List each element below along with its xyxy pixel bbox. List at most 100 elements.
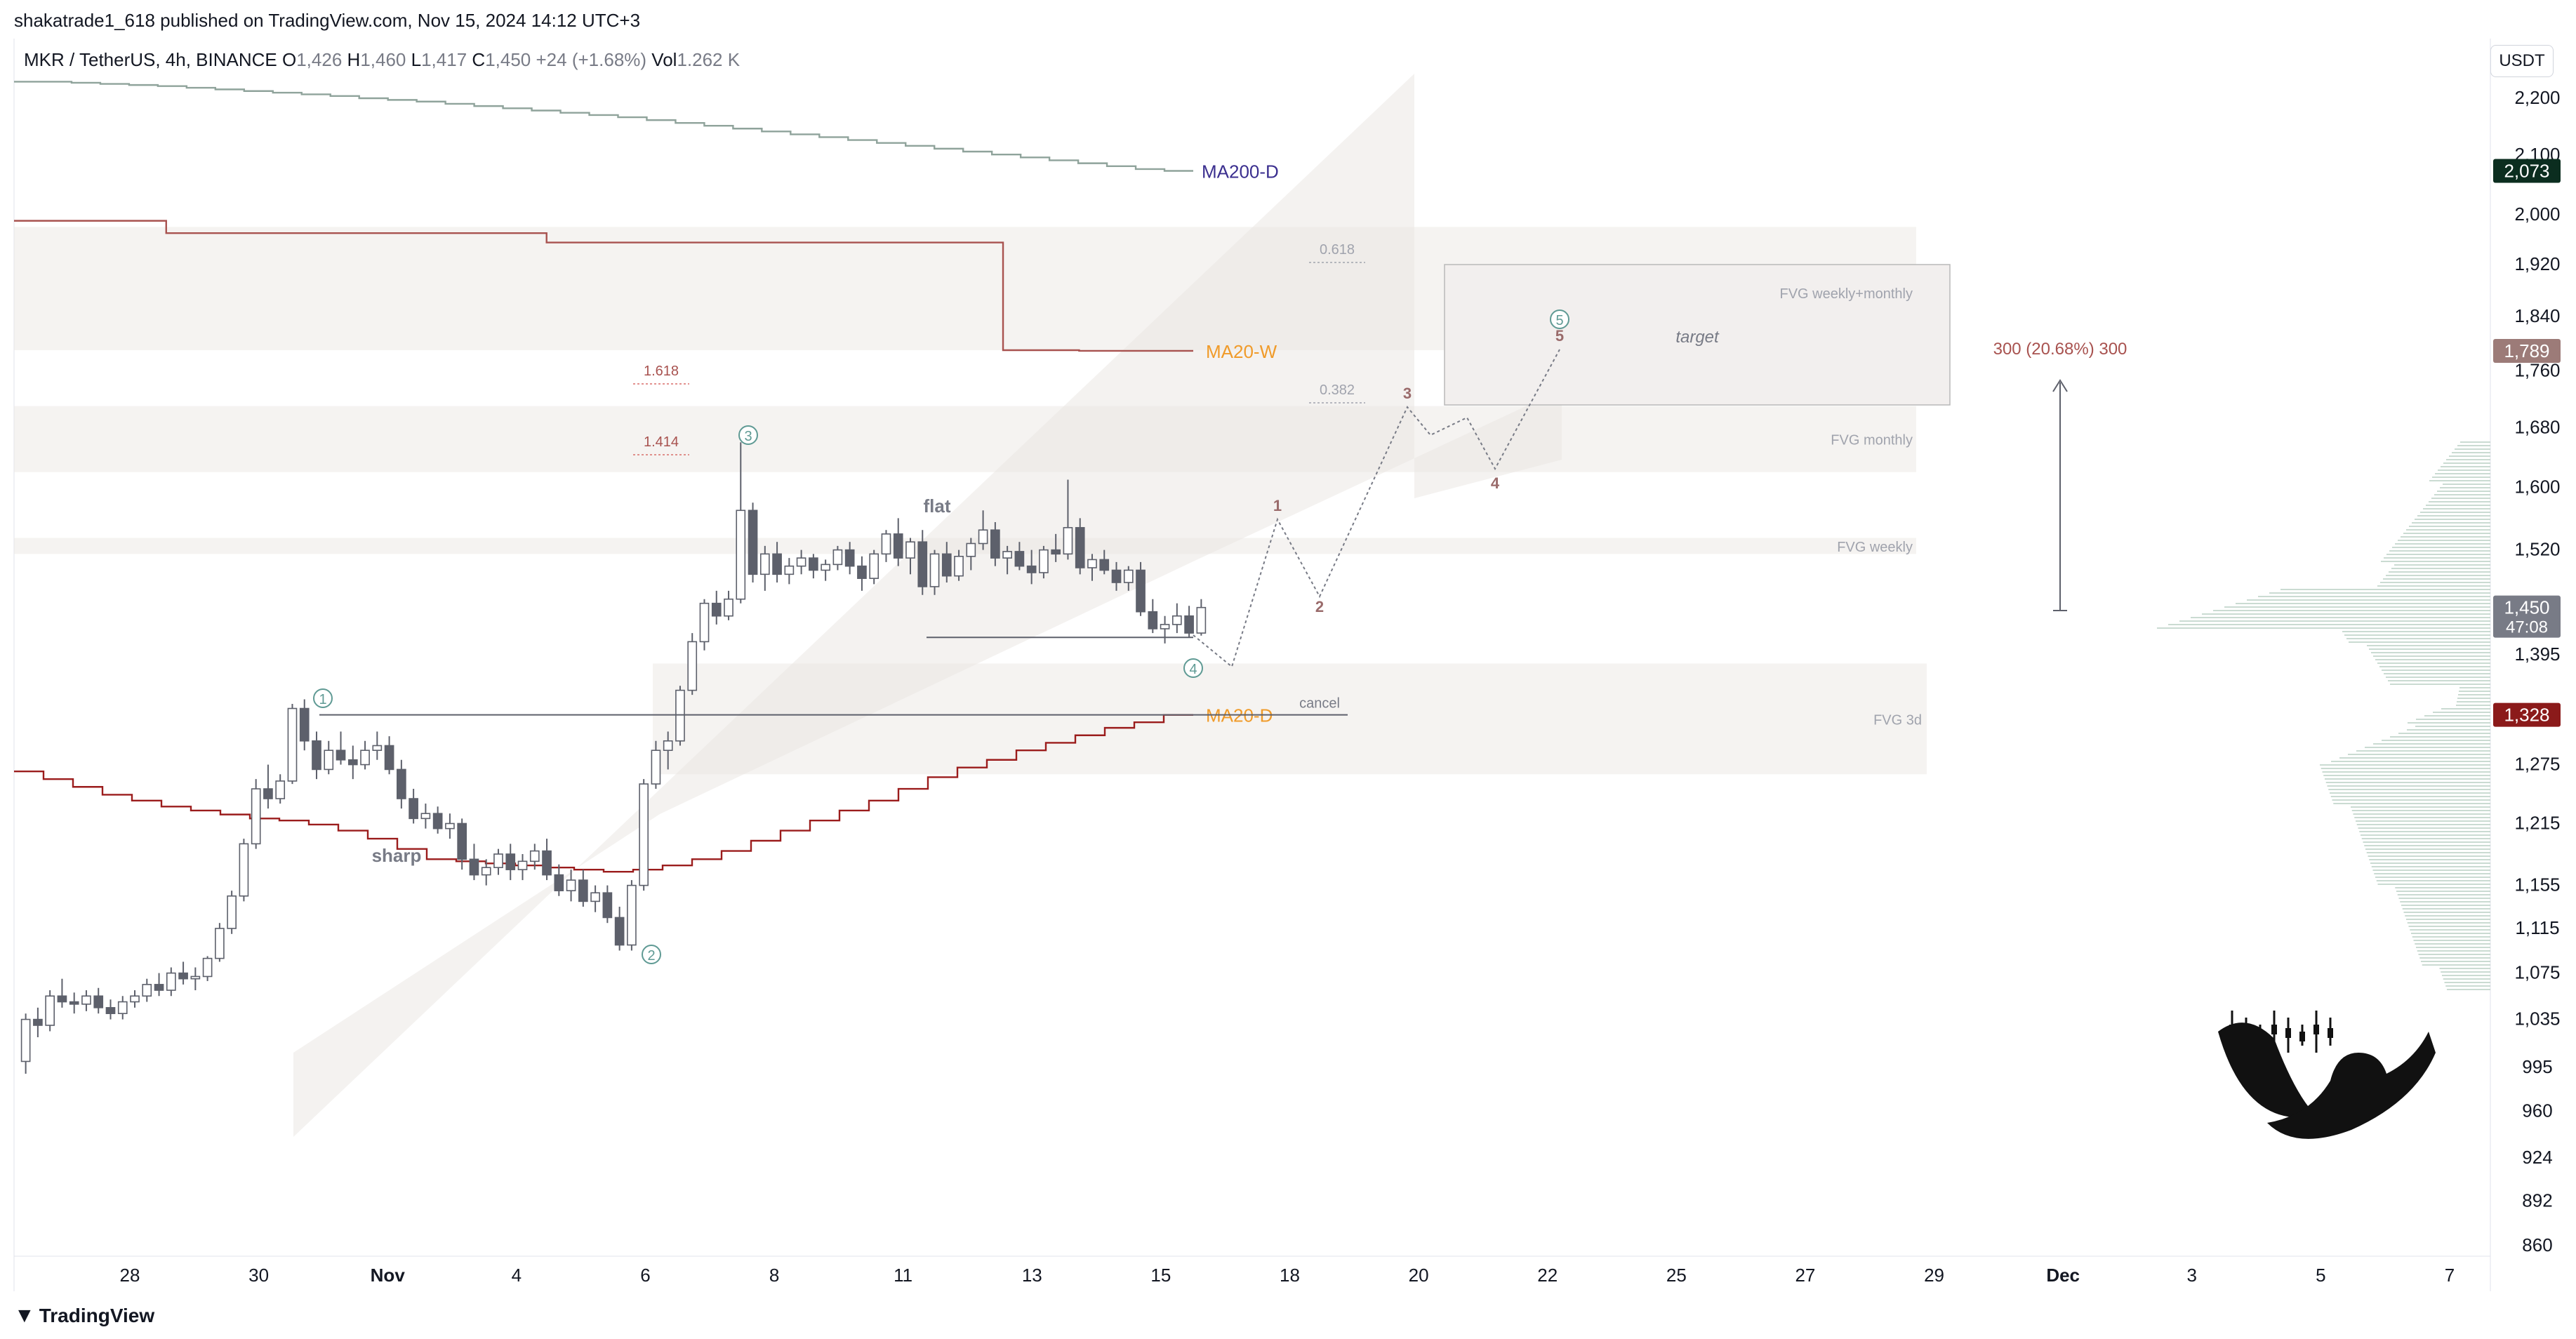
projection-wave-label: 2 — [1315, 598, 1324, 615]
price-channel — [293, 74, 1562, 1137]
x-tick-label: 22 — [1537, 1265, 1558, 1286]
fvg-zone-label: FVG weekly — [1837, 540, 1913, 555]
tradingview-logo[interactable]: ▼ TradingView — [14, 1304, 154, 1328]
logo-candle-part — [2229, 1025, 2235, 1034]
logo-candle-part — [2313, 1025, 2319, 1034]
candle-body — [1051, 549, 1061, 555]
candle-body — [554, 874, 564, 891]
x-tick-label: 29 — [1924, 1265, 1944, 1286]
candle-body — [263, 788, 273, 799]
x-tick-label: 30 — [248, 1265, 269, 1286]
wave-circle-5 — [1550, 309, 1569, 329]
fib-label: 0.382 — [1320, 382, 1355, 398]
price-chart[interactable]: FVG weekly+monthly FVG monthly FVG weekly F… — [0, 0, 2576, 1291]
candle-body — [20, 1018, 31, 1062]
background-layer: FVG weekly+monthly FVG monthly FVG weekly F… — [13, 39, 2491, 1291]
candle-body — [117, 1001, 128, 1014]
candle-body — [457, 822, 467, 860]
candle-body — [844, 549, 855, 567]
candle-body — [105, 1007, 116, 1014]
candle-body — [287, 707, 298, 782]
candle-body — [590, 892, 600, 902]
y-tick-label: 1,215 — [2514, 812, 2560, 833]
projection-path — [1193, 349, 1560, 668]
y-tick-label: 1,275 — [2514, 754, 2560, 775]
y-tick-label: 1,155 — [2514, 874, 2560, 895]
ma20w-line — [14, 220, 1193, 352]
logo-candle-part — [2257, 1032, 2263, 1041]
candles — [20, 442, 1207, 1074]
target-box — [1444, 264, 1951, 406]
y-tick-label: 960 — [2522, 1100, 2552, 1121]
candle-body — [45, 995, 55, 1026]
y-tick-label: 860 — [2522, 1234, 2552, 1255]
candle-body — [372, 745, 383, 752]
high-value: 1,460 — [360, 49, 406, 70]
wave-circle-3 — [738, 425, 758, 445]
wave-circle-2 — [642, 945, 661, 964]
x-tick-label: 7 — [2445, 1265, 2455, 1286]
flat-label: flat — [924, 495, 951, 517]
cancel-label: cancel — [1299, 696, 1340, 712]
close-label: C — [472, 49, 486, 70]
candle-body — [1002, 551, 1012, 559]
candle-body — [929, 553, 940, 587]
x-tick-label: 13 — [1022, 1265, 1042, 1286]
price-tag-label: 1,450 — [2504, 597, 2549, 618]
candle-body — [239, 843, 249, 897]
sharp-label: sharp — [372, 845, 422, 866]
axes: 2,2002,1002,0001,9201,8401,7601,6801,600… — [120, 87, 2561, 1286]
candle-body — [1196, 606, 1207, 634]
candle-body — [1039, 549, 1049, 573]
logo-hand-part — [2218, 1022, 2316, 1118]
candle-body — [93, 995, 104, 1008]
x-tick-label: Dec — [2046, 1265, 2080, 1286]
candle-body — [1087, 559, 1097, 568]
candle-body — [517, 860, 528, 870]
wave-circle-label: 3 — [744, 429, 752, 444]
candle-body — [966, 542, 976, 557]
candle-body — [432, 813, 443, 830]
candle-body — [724, 598, 733, 617]
projection-wave-label: 4 — [1491, 474, 1500, 492]
price-tag-sub: 47:08 — [2506, 618, 2548, 637]
logo-candle-part — [2328, 1028, 2333, 1038]
candle-body — [251, 788, 261, 845]
candle-body — [312, 740, 321, 771]
candle-body — [190, 975, 201, 980]
wave-circle-1 — [313, 688, 333, 708]
candle-body — [1014, 551, 1025, 567]
candle-body — [954, 556, 964, 577]
candle-body — [299, 707, 310, 742]
wave-circle-4 — [1183, 658, 1203, 678]
candle-body — [81, 995, 91, 1005]
close-value: 1,450 — [485, 49, 531, 70]
candle-body — [990, 529, 1000, 559]
candle-body — [69, 1001, 79, 1005]
x-tick-label: 18 — [1280, 1265, 1300, 1286]
candle-body — [857, 565, 867, 579]
y-tick-label: 1,840 — [2514, 305, 2560, 326]
symbol-label[interactable]: MKR / TetherUS, 4h, BINANCE — [24, 49, 277, 70]
candle-body — [627, 884, 637, 946]
candle-body — [1063, 527, 1073, 555]
candle-body — [978, 529, 988, 545]
price-tag-label: 1,789 — [2504, 340, 2549, 361]
volume-value: 1.262 K — [677, 49, 741, 70]
y-tick-label: 924 — [2522, 1147, 2552, 1168]
candle-body — [869, 553, 879, 579]
fvg-zone — [14, 406, 1916, 472]
candle-body — [493, 853, 503, 868]
target-label: target — [1675, 328, 1720, 347]
logo-candle-part — [2243, 1028, 2249, 1038]
candle-body — [941, 553, 952, 577]
price-tag — [2493, 595, 2561, 638]
candle-body — [1171, 615, 1182, 625]
candle-body — [336, 750, 346, 761]
candle-body — [529, 850, 540, 862]
candle-body — [445, 822, 455, 830]
candle-body — [566, 879, 576, 891]
price-tag — [2493, 338, 2561, 363]
candle-body — [736, 509, 746, 600]
candle-body — [821, 564, 830, 571]
